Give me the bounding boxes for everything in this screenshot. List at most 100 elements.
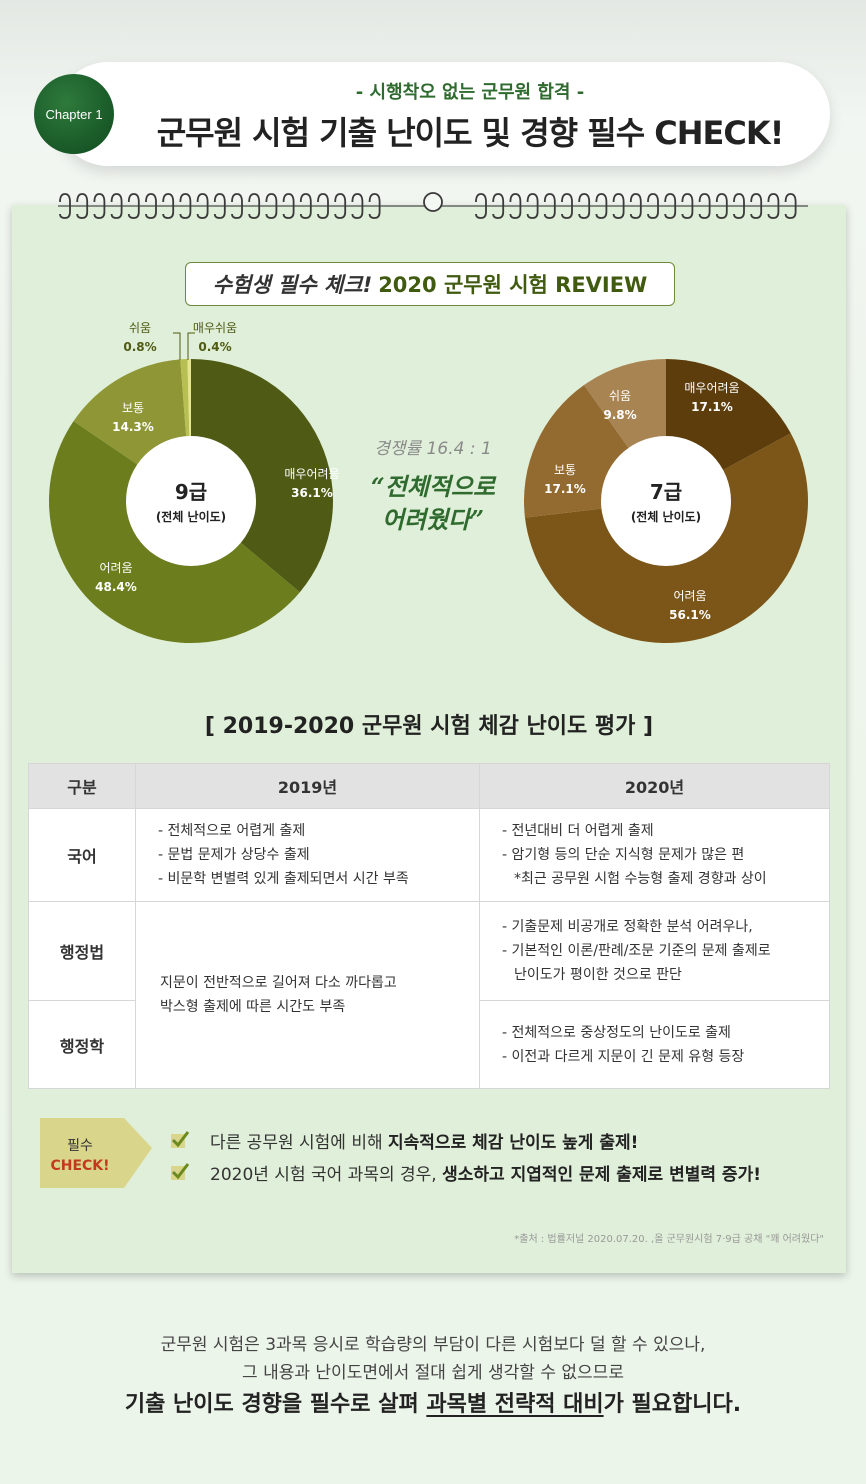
list-item: - 기본적인 이론/판례/조문 기준의 문제 출제로 <box>502 943 771 959</box>
review-title-box: 수험생 필수 체크! 2020 군무원 시험 REVIEW <box>185 262 675 306</box>
pie-title: 7급 <box>650 480 682 504</box>
slice-value-label: 36.1% <box>291 486 333 500</box>
ring-icon <box>145 193 157 219</box>
ring-icon <box>595 193 608 219</box>
pie-center <box>126 436 256 566</box>
leader-line <box>187 332 195 360</box>
check-line-2-emphasis: 생소하고 지엽적인 문제 출제로 변별력 증가! <box>442 1165 761 1185</box>
quote-line-1: “전체적으로 <box>370 472 496 501</box>
source-note: *출처 : 법률저널 2020.07.20. ,올 군무원시험 7·9급 공채 … <box>514 1234 824 1245</box>
ring-icon <box>647 193 659 219</box>
slice-label: 보통 <box>554 463 576 477</box>
list-item: - 문법 문제가 상당수 출제 <box>158 847 310 863</box>
review-title: 2020 군무원 시험 REVIEW <box>378 273 648 297</box>
list-item: - 전년대비 더 어렵게 출제 <box>502 823 654 839</box>
footer-line-3-a: 기출 난이도 경향을 필수로 살펴 <box>124 1392 427 1417</box>
table-row: 행정학 - 전체적으로 중상정도의 난이도로 출제 - 이전과 다르게 지문이 … <box>28 1000 830 1089</box>
leader-line <box>173 332 181 360</box>
quote: “전체적으로 어려웠다” <box>338 470 528 536</box>
calendar-rings <box>58 192 808 219</box>
ring-icon <box>179 193 192 219</box>
pie-title: 9급 <box>175 480 207 504</box>
ring-icon <box>299 193 312 219</box>
slice-value-label: 17.1% <box>544 482 586 496</box>
ring-icon <box>231 193 243 219</box>
quote-line-2: 어려웠다” <box>381 505 485 534</box>
ring-icon <box>248 193 261 219</box>
ring-icon <box>629 193 642 219</box>
chapter-badge: Chapter 1 <box>34 74 114 154</box>
list-item: - 기출문제 비공개로 정확한 분석 어려우나, <box>502 919 753 935</box>
slice-value-label: 48.4% <box>95 580 137 594</box>
ring-icon <box>196 193 209 219</box>
subject-admin-law: 행정법 <box>28 901 136 1001</box>
list-item: - 이전과 다르게 지문이 긴 문제 유형 등장 <box>502 1048 745 1065</box>
ring-icon <box>715 193 728 219</box>
ring-icon <box>334 193 347 219</box>
slice-label: 어려움 <box>673 589 706 603</box>
korean-2019: - 전체적으로 어렵게 출제 - 문법 문제가 상당수 출제 - 비문학 변별력… <box>135 808 480 902</box>
subject-korean: 국어 <box>28 808 136 902</box>
ring-icon <box>93 193 106 219</box>
list-item: 지문이 전반적으로 길어져 다소 까다롭고 <box>160 975 397 991</box>
pie-center <box>601 436 731 566</box>
pie-1: 7급 (전체 난이도) 매우어려움 17.1% 어려움 56.1% 보통 17.1% 쉬움 9.8… <box>524 359 809 644</box>
ring-icon <box>543 193 556 219</box>
admin-sci-2020: - 전체적으로 중상정도의 난이도로 출제 - 이전과 다르게 지문이 긴 문제… <box>479 1000 830 1089</box>
ring-icon <box>698 193 711 219</box>
competition-ratio: 경쟁률 16.4 : 1 <box>374 439 492 459</box>
ring-icon <box>351 193 364 219</box>
footer-line-1: 군무원 시험은 3과목 응시로 학습량의 부담이 다른 시험보다 덜 할 수 있… <box>160 1335 706 1355</box>
checkbox-icon <box>171 1131 190 1148</box>
slice-value-label: 9.8% <box>603 408 636 422</box>
subject-admin-sci: 행정학 <box>28 1000 136 1089</box>
ring-icon <box>733 193 745 219</box>
header-2019: 2019년 <box>135 763 480 809</box>
ring-icon <box>767 193 780 219</box>
footer-line-2: 그 내용과 난이도면에서 절대 쉽게 생각할 수 없으므로 <box>242 1363 624 1383</box>
ring-icon <box>475 193 487 219</box>
pie-0: 9급 (전체 난이도) 매우어려움 36.1% 어려움 48.4% 보통 14.3% 쉬움 0.8… <box>48 321 340 644</box>
check-line-1-text: 다른 공무원 시험에 비해 <box>210 1133 389 1153</box>
ring-icon <box>612 193 625 219</box>
ring-icon <box>368 193 381 219</box>
pie-slice <box>191 359 333 593</box>
footer-line-3-underlined: 과목별 전략적 대비 <box>426 1392 604 1417</box>
check-line-2: 2020년 시험 국어 과목의 경우, 생소하고 지엽적인 문제 출제로 변별력… <box>210 1160 761 1185</box>
difficulty-table: 구분 2019년 2020년 국어 - 전체적으로 어렵게 출제 - 문법 문제… <box>28 763 830 1089</box>
header-subtitle: - 시행착오 없는 군무원 합격 - <box>355 82 585 103</box>
checkbox-icon <box>171 1163 190 1180</box>
header-category: 구분 <box>28 763 136 809</box>
list-item: - 비문학 변별력 있게 출제되면서 시간 부족 <box>158 871 409 887</box>
pie-subtitle: (전체 난이도) <box>156 509 226 524</box>
check-tag-line2: CHECK! <box>50 1158 109 1174</box>
slice-label: 어려움 <box>99 561 132 575</box>
slice-value-label: 14.3% <box>112 420 154 434</box>
ring-icon <box>265 193 278 219</box>
ring-icon <box>492 193 505 219</box>
ring-icon <box>681 193 694 219</box>
list-item: *최근 공무원 시험 수능형 출제 경향과 상이 <box>514 871 767 887</box>
table-row: 행정법 지문이 전반적으로 길어져 다소 까다롭고 박스형 출제에 따른 시간도… <box>28 901 830 1089</box>
table-header-row: 구분 2019년 2020년 <box>28 763 830 809</box>
header-2020: 2020년 <box>479 763 830 809</box>
ring-icon <box>213 193 226 219</box>
header-title: 군무원 시험 기출 난이도 및 경향 필수 CHECK! <box>156 114 785 152</box>
check-line-2-text: 2020년 시험 국어 과목의 경우, <box>210 1165 443 1185</box>
pie-charts: 9급 (전체 난이도) 매우어려움 36.1% 어려움 48.4% 보통 14.3% 쉬움 0.8… <box>48 321 809 644</box>
ring-icon <box>784 193 797 219</box>
slice-value-label: 17.1% <box>691 400 733 414</box>
list-item: 박스형 출제에 따른 시간도 부족 <box>160 999 346 1015</box>
slice-value-label: 0.8% <box>123 340 156 354</box>
footer-line-3: 기출 난이도 경향을 필수로 살펴 과목별 전략적 대비가 필요합니다. <box>0 1386 866 1418</box>
ring-icon <box>317 193 329 219</box>
list-item: - 암기형 등의 단순 지식형 문제가 많은 편 <box>502 847 745 863</box>
ring-icon <box>526 193 539 219</box>
table-row: 국어 - 전체적으로 어렵게 출제 - 문법 문제가 상당수 출제 - 비문학 … <box>28 808 830 902</box>
korean-2020: - 전년대비 더 어렵게 출제 - 암기형 등의 단순 지식형 문제가 많은 편… <box>479 808 830 902</box>
ring-icon <box>561 193 573 219</box>
list-item: - 전체적으로 어렵게 출제 <box>158 823 306 839</box>
ring-icon <box>750 193 763 219</box>
check-tag-line1: 필수 <box>67 1138 93 1154</box>
ring-icon <box>578 193 591 219</box>
